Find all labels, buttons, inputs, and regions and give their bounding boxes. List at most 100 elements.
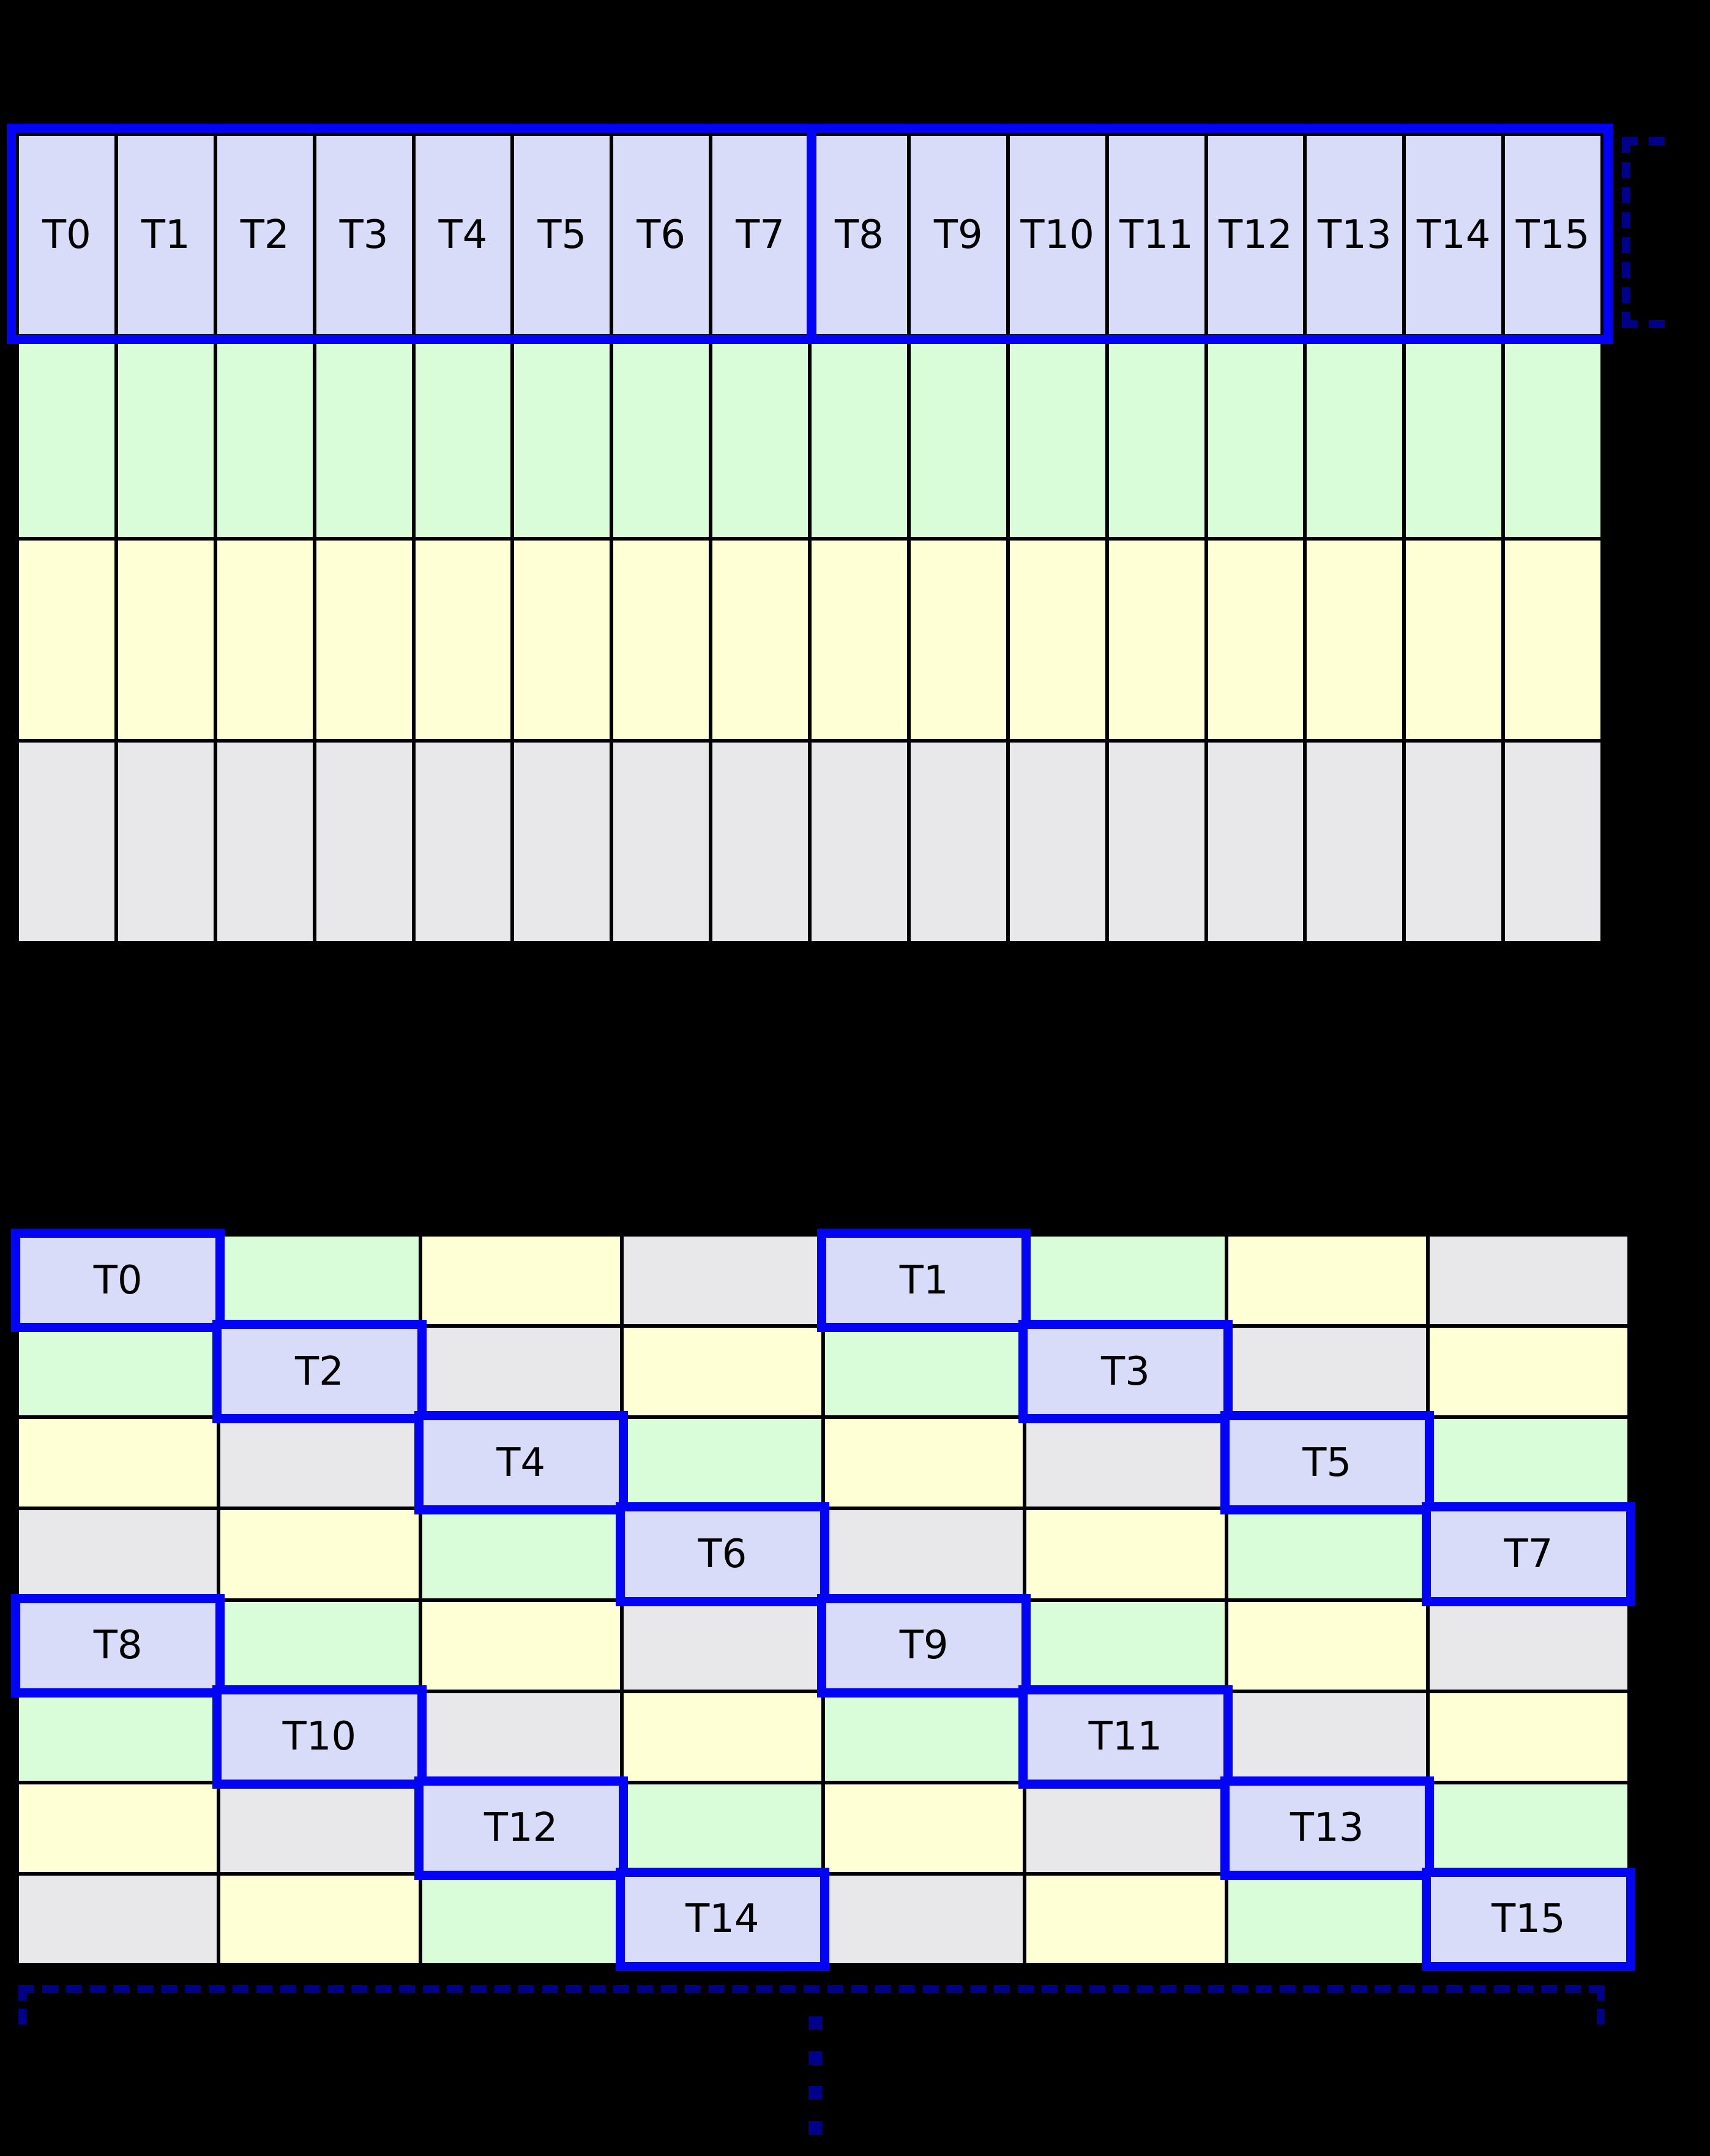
top-bank-cell-gray-7 [712, 742, 808, 941]
top-bank-cell-green-1 [118, 338, 214, 537]
swizzled-bank-cell-r4c2-yellow [422, 1601, 620, 1690]
top-bank-cell-green-5 [514, 338, 610, 537]
continuation-dots [808, 2016, 822, 2156]
swizzled-thread-cell-T1: T1 [816, 1228, 1031, 1333]
top-thread-cell-T2: T2 [217, 136, 313, 335]
swizzled-thread-cell-T9: T9 [816, 1593, 1031, 1697]
swizzled-bank-cell-r3c5-yellow [1026, 1510, 1225, 1598]
top-bank-cell-yellow-13 [1307, 540, 1403, 739]
swizzled-thread-cell-T3: T3 [1018, 1320, 1233, 1424]
swizzled-bank-cell-r7c4-gray [825, 1875, 1023, 1963]
swizzled-bank-cell-r4c3-gray [623, 1601, 821, 1690]
top-bank-cell-yellow-5 [514, 540, 610, 739]
top-bank-cell-gray-6 [613, 742, 709, 941]
swizzled-bank-cell-r1c3-yellow [623, 1328, 821, 1416]
swizzled-bank-cell-r0c5-green [1026, 1237, 1225, 1325]
swizzled-bank-cell-r3c2-green [422, 1510, 620, 1598]
swizzled-bank-cell-r7c6-green [1228, 1875, 1426, 1963]
swizzled-bank-cell-r5c7-yellow [1429, 1693, 1627, 1781]
swizzled-bank-cell-r2c7-green [1429, 1419, 1627, 1507]
swizzled-bank-cell-r1c7-yellow [1429, 1328, 1627, 1416]
right-bracket [1622, 137, 1665, 328]
top-bank-cell-green-11 [1108, 338, 1204, 537]
swizzled-bank-cell-r2c3-green [623, 1419, 821, 1507]
swizzled-bank-cell-r5c2-gray [422, 1693, 620, 1781]
swizzled-bank-cell-r3c4-gray [825, 1510, 1023, 1598]
top-thread-cell-T8: T8 [812, 136, 907, 335]
swizzled-thread-cell-T7: T7 [1421, 1502, 1636, 1606]
top-thread-cell-T4: T4 [415, 136, 511, 335]
top-bank-cell-green-12 [1208, 338, 1304, 537]
top-bank-cell-gray-15 [1505, 742, 1600, 941]
swizzled-bank-cell-r2c0-yellow [19, 1419, 217, 1507]
top-bank-cell-yellow-0 [19, 540, 114, 739]
top-thread-cell-T9: T9 [910, 136, 1006, 335]
top-bank-cell-yellow-15 [1505, 540, 1600, 739]
top-bank-cell-gray-1 [118, 742, 214, 941]
top-bank-cell-green-15 [1505, 338, 1600, 537]
swizzled-bank-cell-r5c4-green [825, 1693, 1023, 1781]
top-bank-cell-yellow-7 [712, 540, 808, 739]
top-bank-cell-gray-3 [316, 742, 412, 941]
swizzled-bank-cell-r4c6-yellow [1228, 1601, 1426, 1690]
swizzled-bank-cell-r5c0-green [19, 1693, 217, 1781]
swizzled-bank-cell-r7c2-green [422, 1875, 620, 1963]
bottom-grid-wrap: T0 T1 T2 T3 T4 T5 T6 T7 T8 T9 T10 T11 T12 T13 T14 T15 [10, 1228, 1636, 1972]
swizzled-thread-cell-T11: T11 [1018, 1685, 1233, 1789]
swizzled-bank-cell-r6c3-green [623, 1784, 821, 1872]
top-bank-cell-green-10 [1009, 338, 1105, 537]
swizzled-bank-cell-r3c0-gray [19, 1510, 217, 1598]
swizzled-thread-cell-T5: T5 [1220, 1411, 1435, 1515]
swizzled-bank-cell-r4c7-gray [1429, 1601, 1627, 1690]
top-grid: T0 T1 T2 T3 T4 T5 T6 T7 T8 T9 T10 T11 T12 T13 T14 T15 [14, 131, 1605, 946]
swizzled-thread-cell-T15: T15 [1421, 1867, 1636, 1972]
top-bank-cell-green-0 [19, 338, 114, 537]
top-bank-cell-gray-8 [812, 742, 907, 941]
top-bank-cell-yellow-12 [1208, 540, 1304, 739]
bottom-grid: T0 T1 T2 T3 T4 T5 T6 T7 T8 T9 T10 T11 T12 T13 T14 T15 [10, 1228, 1636, 1972]
top-bank-cell-gray-5 [514, 742, 610, 941]
top-thread-cell-T0: T0 [19, 136, 114, 335]
top-bank-cell-yellow-2 [217, 540, 313, 739]
swizzled-bank-cell-r4c1-green [220, 1601, 419, 1690]
swizzled-bank-cell-r1c0-green [19, 1328, 217, 1416]
swizzled-thread-cell-T8: T8 [10, 1593, 225, 1697]
swizzled-bank-cell-r6c1-gray [220, 1784, 419, 1872]
bottom-bracket [18, 1985, 1605, 2024]
top-bank-cell-yellow-11 [1108, 540, 1204, 739]
top-bank-cell-gray-14 [1406, 742, 1502, 941]
top-thread-cell-T15: T15 [1505, 136, 1600, 335]
top-thread-cell-T10: T10 [1009, 136, 1105, 335]
swizzled-bank-cell-r3c1-yellow [220, 1510, 419, 1598]
swizzled-thread-cell-T13: T13 [1220, 1776, 1435, 1881]
swizzled-bank-cell-r6c7-green [1429, 1784, 1627, 1872]
top-bank-cell-gray-4 [415, 742, 511, 941]
top-bank-cell-yellow-14 [1406, 540, 1502, 739]
top-bank-cell-gray-13 [1307, 742, 1403, 941]
swizzled-thread-cell-T10: T10 [212, 1685, 427, 1789]
top-bank-cell-yellow-10 [1009, 540, 1105, 739]
swizzled-bank-cell-r2c4-yellow [825, 1419, 1023, 1507]
top-thread-cell-T5: T5 [514, 136, 610, 335]
top-bank-cell-green-8 [812, 338, 907, 537]
top-bank-cell-yellow-1 [118, 540, 214, 739]
top-bank-cell-gray-0 [19, 742, 114, 941]
top-bank-cell-green-4 [415, 338, 511, 537]
swizzled-bank-cell-r5c6-gray [1228, 1693, 1426, 1781]
swizzled-bank-cell-r2c1-gray [220, 1419, 419, 1507]
top-thread-cell-T1: T1 [118, 136, 214, 335]
top-bank-cell-green-14 [1406, 338, 1502, 537]
continuation-dot-0 [808, 2016, 822, 2030]
swizzled-thread-cell-T0: T0 [10, 1228, 225, 1333]
top-bank-cell-green-7 [712, 338, 808, 537]
top-bank-cell-green-2 [217, 338, 313, 537]
top-thread-cell-T3: T3 [316, 136, 412, 335]
swizzled-bank-cell-r1c2-gray [422, 1328, 620, 1416]
swizzled-bank-cell-r6c5-gray [1026, 1784, 1225, 1872]
swizzled-bank-cell-r6c4-yellow [825, 1784, 1023, 1872]
swizzled-bank-cell-r0c7-gray [1429, 1237, 1627, 1325]
top-bank-cell-yellow-6 [613, 540, 709, 739]
swizzled-bank-cell-r0c1-green [220, 1237, 419, 1325]
continuation-dot-2 [808, 2086, 822, 2100]
